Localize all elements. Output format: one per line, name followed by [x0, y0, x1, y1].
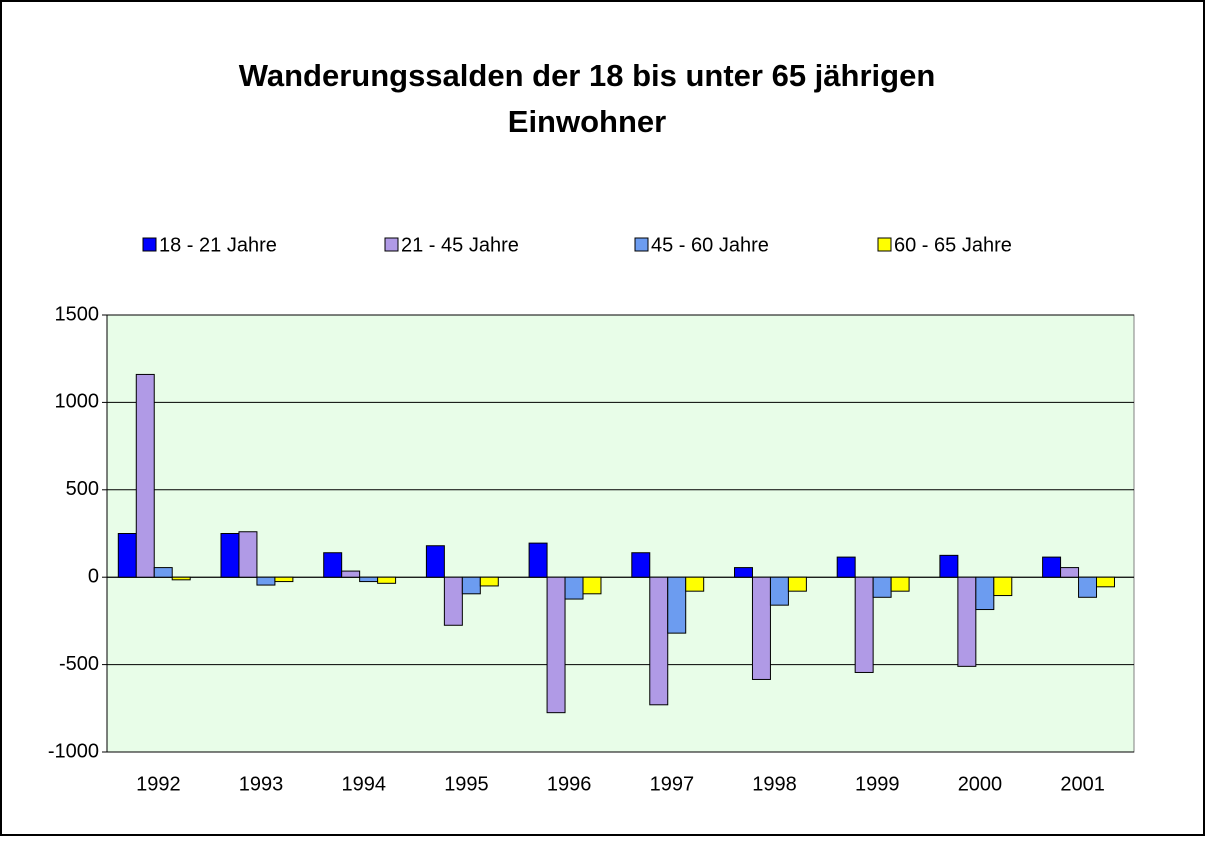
chart-title: Wanderungssalden der 18 bis unter 65 jäh…	[239, 58, 936, 93]
y-tick-label: -1000	[48, 740, 99, 762]
x-tick-label: 1995	[444, 773, 489, 795]
bar	[1078, 576, 1098, 598]
bar	[341, 570, 361, 578]
legend-swatch	[877, 237, 892, 252]
bar	[564, 576, 584, 600]
bar	[479, 576, 499, 587]
plot-area	[106, 314, 1135, 753]
bar	[220, 533, 240, 578]
legend-swatch	[384, 237, 399, 252]
chart-title: Einwohner	[508, 104, 666, 139]
legend-swatch	[634, 237, 649, 252]
bar	[528, 542, 548, 578]
bar	[890, 576, 910, 592]
bar	[685, 576, 705, 592]
bar	[957, 576, 977, 667]
legend-label: 45 - 60 Jahre	[651, 234, 769, 256]
bar	[836, 556, 856, 578]
x-tick-label: 1992	[136, 773, 181, 795]
legend-swatch	[142, 237, 157, 252]
x-tick-label: 1993	[239, 773, 284, 795]
bar	[153, 567, 173, 578]
bar	[256, 576, 276, 586]
bar	[975, 576, 995, 611]
bar	[1060, 567, 1080, 578]
bar	[872, 576, 892, 598]
x-tick-label: 1999	[855, 773, 900, 795]
y-tick-label: -500	[59, 653, 99, 675]
bar	[171, 576, 191, 581]
x-tick-label: 2001	[1060, 773, 1105, 795]
bar	[582, 576, 602, 595]
legend-label: 18 - 21 Jahre	[159, 234, 277, 256]
y-tick-label: 0	[88, 565, 99, 587]
bar	[667, 576, 687, 634]
bar	[787, 576, 807, 592]
x-tick-label: 2000	[958, 773, 1003, 795]
bar	[117, 533, 137, 578]
y-tick-label: 500	[66, 478, 99, 500]
x-tick-label: 1997	[650, 773, 695, 795]
bar	[649, 576, 669, 706]
bar	[1042, 556, 1062, 578]
bar	[939, 554, 959, 578]
legend-label: 21 - 45 Jahre	[401, 234, 519, 256]
bar	[377, 576, 397, 584]
legend-label: 60 - 65 Jahre	[894, 234, 1012, 256]
y-tick-label: 1000	[55, 391, 100, 413]
bar	[733, 567, 753, 578]
bar	[769, 576, 789, 606]
bar	[274, 576, 294, 583]
bar	[631, 552, 651, 578]
bar	[323, 552, 343, 578]
y-tick-label: 1500	[55, 303, 100, 325]
bar	[461, 576, 481, 595]
bar	[238, 531, 258, 578]
bar	[425, 545, 445, 578]
bar	[1096, 576, 1115, 588]
x-tick-label: 1996	[547, 773, 592, 795]
bar	[854, 576, 874, 673]
bar	[993, 576, 1013, 597]
bar	[546, 576, 566, 714]
x-tick-label: 1998	[752, 773, 797, 795]
bar	[443, 576, 463, 626]
bar	[359, 576, 379, 583]
x-tick-label: 1994	[342, 773, 387, 795]
bar	[751, 576, 771, 680]
bar	[135, 373, 155, 578]
